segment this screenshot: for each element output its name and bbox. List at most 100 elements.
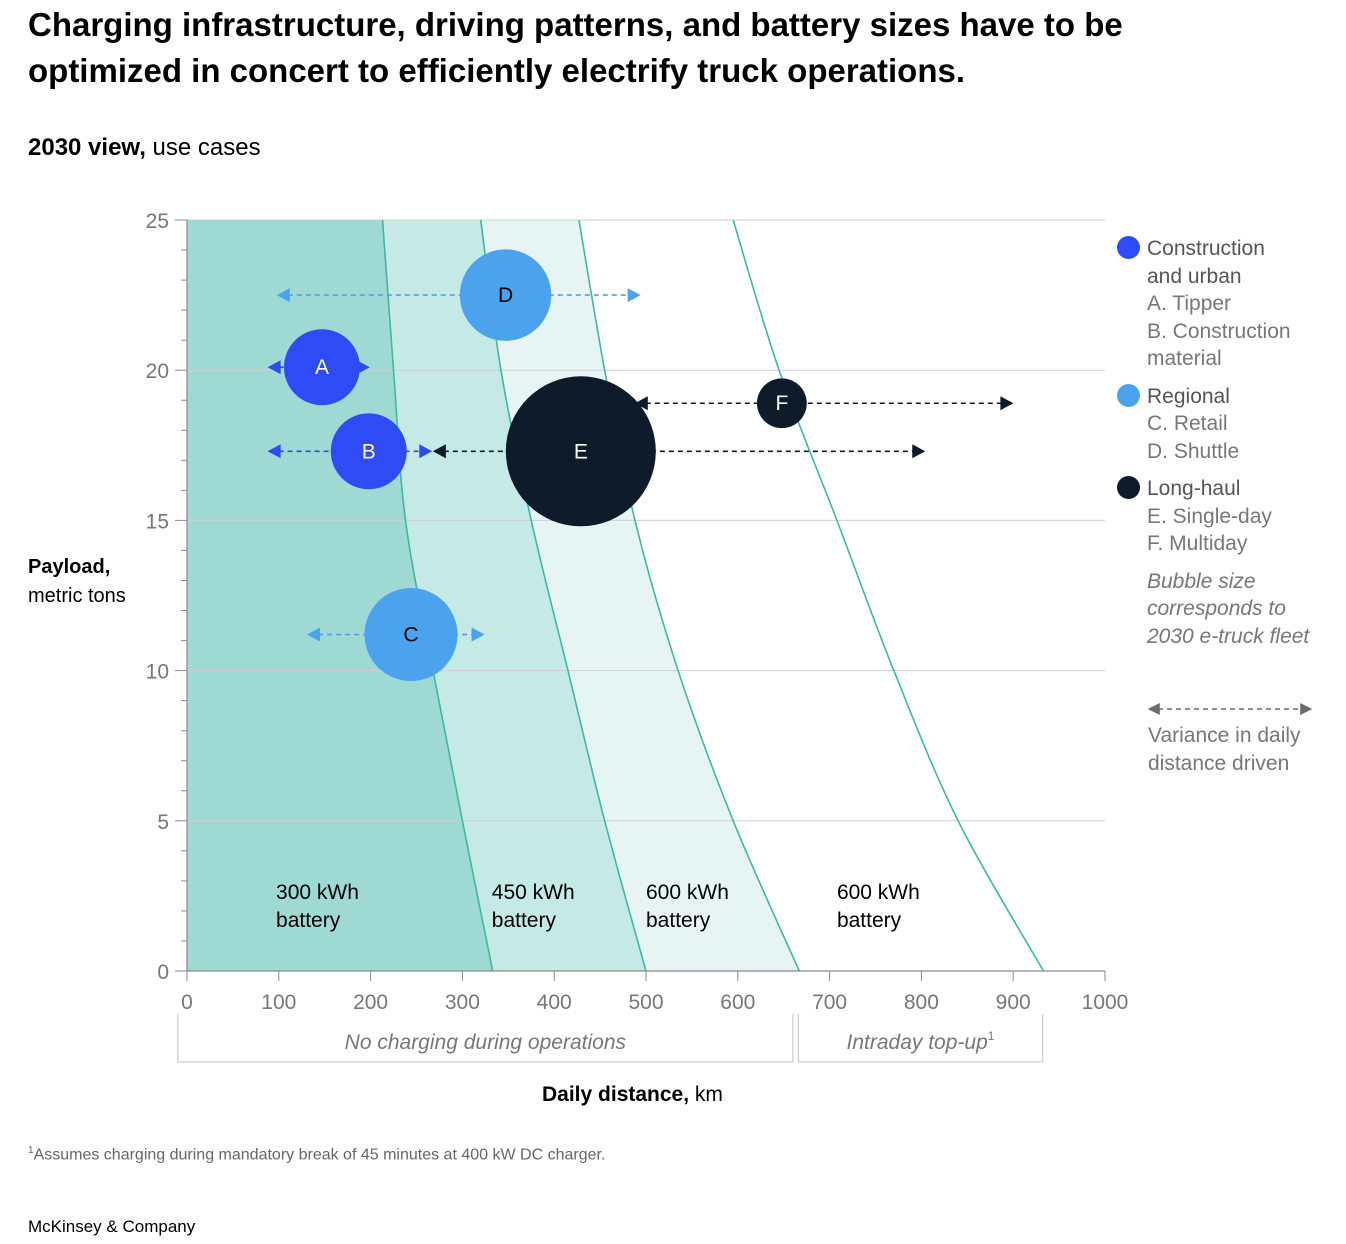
legend-group-regional: Regional C. Retail D. Shuttle bbox=[1117, 383, 1342, 466]
y-tick-label: 10 bbox=[146, 661, 169, 684]
charging-zone-label-text: Intraday top-up bbox=[847, 1031, 988, 1054]
x-tick-label: 700 bbox=[812, 991, 847, 1014]
y-tick-label: 15 bbox=[146, 510, 169, 533]
variance-arrow-left-C bbox=[307, 627, 321, 642]
charging-zone-footnote-marker: 1 bbox=[988, 1029, 995, 1043]
battery-label-line: battery bbox=[276, 909, 341, 932]
legend-variance-line: Variance in daily bbox=[1148, 724, 1301, 747]
x-tick-label: 600 bbox=[720, 991, 755, 1014]
battery-limit-curve bbox=[479, 219, 647, 972]
variance-arrow-right-B bbox=[419, 444, 433, 459]
bubble-label-B: B bbox=[362, 440, 376, 463]
charging-zone-bracket bbox=[177, 1014, 794, 1063]
bubble-label-A: A bbox=[315, 356, 329, 379]
y-axis-label-unit: metric tons bbox=[28, 585, 126, 607]
legend-item: B. Construction bbox=[1147, 319, 1291, 343]
x-tick-label: 0 bbox=[181, 991, 193, 1014]
battery-label: 300 kWh battery bbox=[276, 881, 359, 932]
x-axis-label-bold: Daily distance, bbox=[542, 1083, 690, 1106]
x-tick-label: 500 bbox=[628, 991, 663, 1014]
bubble-F bbox=[756, 378, 807, 429]
x-tick-label: 1000 bbox=[1082, 991, 1129, 1014]
legend-head: Construction bbox=[1147, 237, 1265, 260]
x-axis-label-unit: km bbox=[689, 1083, 723, 1106]
battery-label-line: battery bbox=[837, 909, 902, 932]
x-tick-label: 200 bbox=[353, 991, 388, 1014]
charging-zone-label: No charging during operations bbox=[345, 1031, 627, 1054]
bubble-B bbox=[330, 413, 407, 490]
bubble-label-C: C bbox=[403, 624, 418, 647]
battery-label: 600 kWh battery bbox=[837, 881, 920, 932]
charging-zone-label-text: No charging during operations bbox=[345, 1031, 627, 1054]
bubble-label-D: D bbox=[498, 284, 513, 307]
subtitle-rest: use cases bbox=[145, 134, 261, 161]
x-tick-label: 900 bbox=[996, 991, 1031, 1014]
legend-item: E. Single-day bbox=[1147, 504, 1272, 528]
battery-label-line: battery bbox=[492, 909, 557, 932]
band-300-kwh bbox=[187, 220, 493, 971]
battery-label: 600 kWh battery bbox=[646, 881, 729, 932]
x-axis-label: Daily distance, km bbox=[542, 1083, 723, 1107]
legend-variance-note: Variance in daily distance driven bbox=[1148, 722, 1338, 778]
bubble-E bbox=[505, 376, 656, 527]
y-tick-label: 0 bbox=[157, 961, 169, 984]
legend-note-line: Bubble size bbox=[1147, 569, 1256, 593]
legend-note-line: 2030 e-truck fleet bbox=[1147, 624, 1310, 648]
legend-head: Regional bbox=[1147, 384, 1230, 408]
legend-head: and urban bbox=[1147, 264, 1242, 288]
bubble-D bbox=[459, 249, 552, 341]
y-axis-label: Payload, metric tons bbox=[28, 553, 126, 611]
y-tick-label: 20 bbox=[146, 360, 169, 383]
legend-item: D. Shuttle bbox=[1147, 439, 1240, 463]
battery-limit-curve bbox=[732, 219, 1045, 972]
variance-arrow-right-D bbox=[627, 288, 641, 303]
legend-head: Long-haul bbox=[1147, 477, 1241, 500]
legend-variance-line: distance driven bbox=[1148, 752, 1290, 775]
battery-label-line: 600 kWh bbox=[837, 881, 920, 904]
variance-arrow-left-E bbox=[432, 444, 446, 459]
band-450-kwh bbox=[382, 220, 646, 971]
x-tick-label: 300 bbox=[445, 991, 480, 1014]
variance-arrow-left-B bbox=[267, 444, 281, 459]
y-tick-label: 5 bbox=[157, 811, 169, 834]
variance-arrow-right-F bbox=[1000, 396, 1014, 411]
legend-item: C. Retail bbox=[1147, 412, 1228, 435]
battery-label: 450 kWh battery bbox=[492, 881, 575, 932]
brand-logo-text: McKinsey & Company bbox=[28, 1217, 196, 1236]
legend-dot-construction bbox=[1117, 236, 1140, 259]
x-tick-label: 100 bbox=[261, 991, 296, 1014]
bubble-A bbox=[283, 329, 360, 406]
variance-arrow-left-A bbox=[267, 360, 281, 375]
chart-title: Charging infrastructure, driving pattern… bbox=[28, 6, 1123, 89]
bubble-label-E: E bbox=[574, 440, 588, 463]
battery-label-line: 450 kWh bbox=[492, 881, 575, 904]
chart-subtitle: 2030 view, use cases bbox=[28, 134, 261, 162]
charging-zone-bracket bbox=[797, 1014, 1044, 1063]
x-tick-label: 400 bbox=[537, 991, 572, 1014]
legend-bubble-note: Bubble size corresponds to 2030 e-truck … bbox=[1117, 568, 1342, 651]
battery-limit-curve bbox=[578, 219, 801, 972]
charging-zone-label: Intraday top-up1 bbox=[847, 1029, 995, 1054]
legend-group-longhaul: Long-haul E. Single-day F. Multiday bbox=[1117, 475, 1342, 558]
footnote-marker: 1 bbox=[28, 1145, 34, 1156]
legend-item: material bbox=[1147, 347, 1222, 370]
battery-label-line: battery bbox=[646, 909, 711, 932]
battery-label-line: 600 kWh bbox=[646, 881, 729, 904]
legend-dot-longhaul bbox=[1117, 476, 1140, 499]
x-tick-label: 800 bbox=[904, 991, 939, 1014]
bubble-C bbox=[364, 588, 458, 682]
subtitle-bold: 2030 view, bbox=[28, 134, 146, 161]
footnote-text: Assumes charging during mandatory break … bbox=[33, 1146, 606, 1164]
variance-arrow-right-A bbox=[356, 360, 370, 375]
variance-arrow-right-E bbox=[912, 444, 926, 459]
footnote: 1Assumes charging during mandatory break… bbox=[28, 1145, 605, 1164]
legend-item: A. Tipper bbox=[1147, 292, 1232, 315]
y-axis-label-bold: Payload, bbox=[28, 556, 111, 578]
variance-arrow-left-D bbox=[276, 288, 290, 303]
legend-group-construction: Construction and urban A. Tipper B. Cons… bbox=[1117, 235, 1342, 373]
variance-arrow-right-C bbox=[471, 627, 485, 642]
legend-dot-regional bbox=[1117, 383, 1140, 407]
bubble-label-F: F bbox=[775, 392, 788, 415]
legend: Construction and urban A. Tipper B. Cons… bbox=[1117, 235, 1342, 650]
